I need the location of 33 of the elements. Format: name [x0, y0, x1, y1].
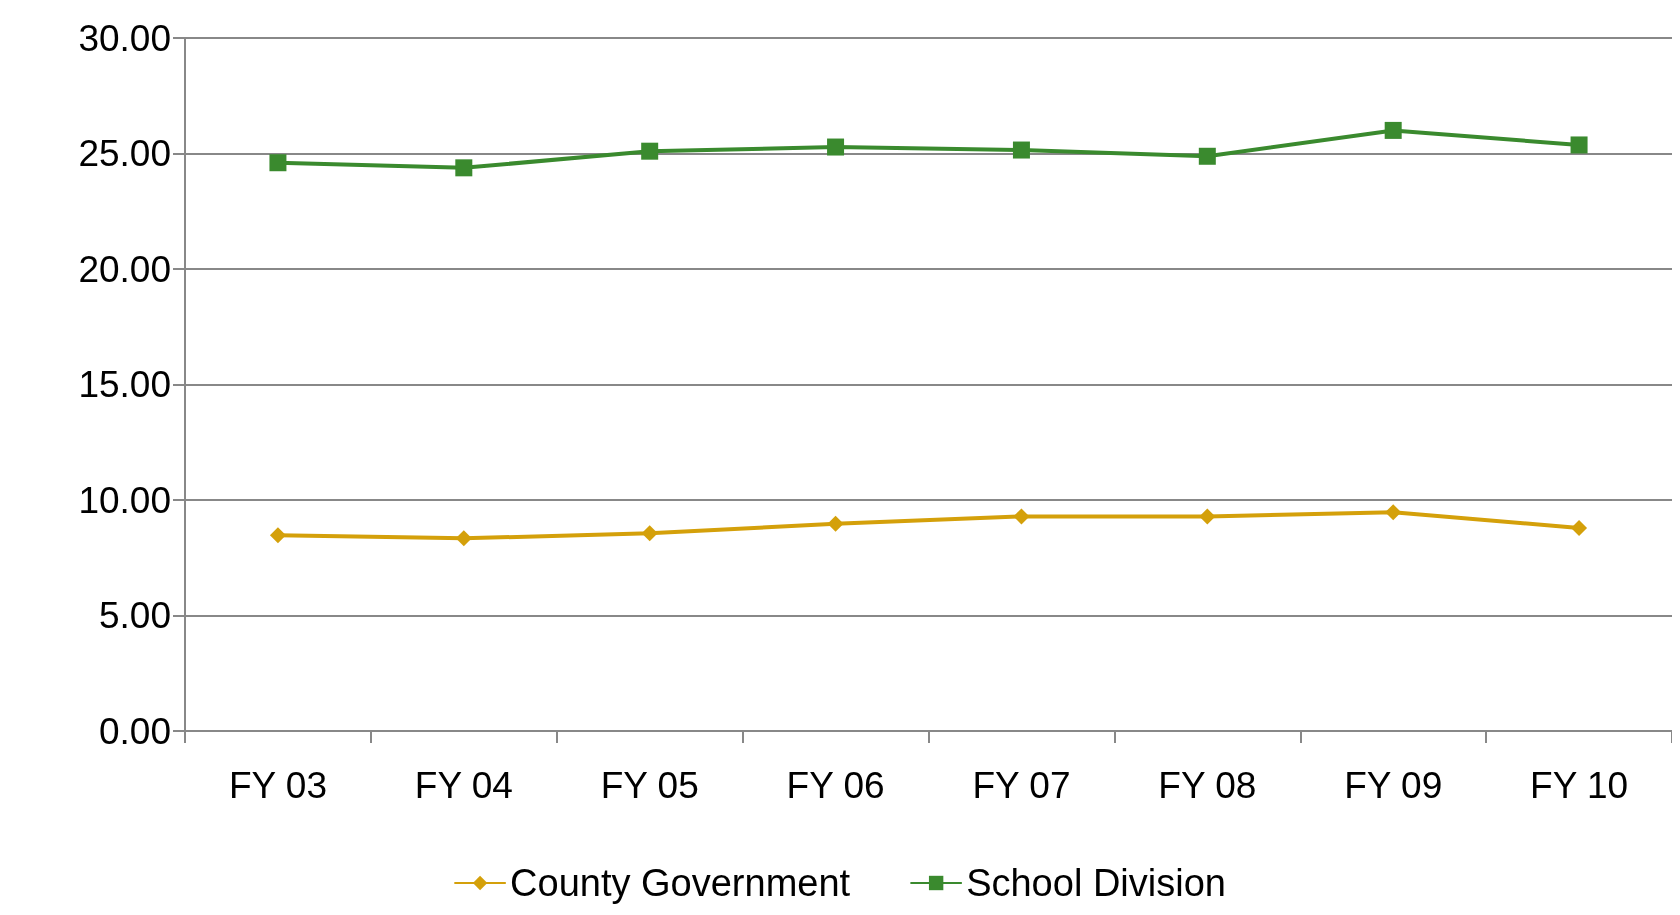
- point: [827, 138, 845, 156]
- point: [269, 527, 286, 544]
- point: [455, 530, 472, 547]
- point: [827, 515, 844, 532]
- x-tick-label: FY 06: [786, 765, 885, 806]
- x-tick-label: FY 07: [972, 765, 1071, 806]
- legend-label: County Government: [510, 862, 851, 904]
- y-tick-label: 0.00: [98, 710, 171, 752]
- point: [455, 159, 473, 177]
- x-tick-label: FY 08: [1158, 765, 1257, 806]
- x-tick-label: FY 10: [1530, 765, 1629, 806]
- x-tick-label: FY 09: [1344, 765, 1443, 806]
- y-tick-label: 10.00: [78, 479, 171, 521]
- point: [1199, 508, 1216, 525]
- y-tick-label: 20.00: [78, 248, 171, 290]
- x-tick-label: FY 03: [228, 765, 327, 806]
- point: [1012, 141, 1030, 159]
- point: [1198, 147, 1216, 165]
- point: [1013, 508, 1030, 525]
- point: [641, 525, 658, 542]
- legend-label: School Division: [966, 862, 1226, 904]
- point: [1570, 136, 1588, 154]
- x-tick-label: FY 05: [600, 765, 699, 806]
- point: [1385, 504, 1402, 521]
- y-tick-label: 15.00: [78, 364, 171, 405]
- x-tick-label: FY 04: [414, 765, 513, 806]
- y-tick-label: 25.00: [78, 133, 171, 174]
- point: [1571, 519, 1588, 536]
- y-tick-label: 30.00: [78, 17, 171, 59]
- point: [1384, 121, 1402, 139]
- point: [641, 142, 659, 160]
- y-tick-label: 5.00: [98, 595, 171, 636]
- point: [269, 154, 287, 172]
